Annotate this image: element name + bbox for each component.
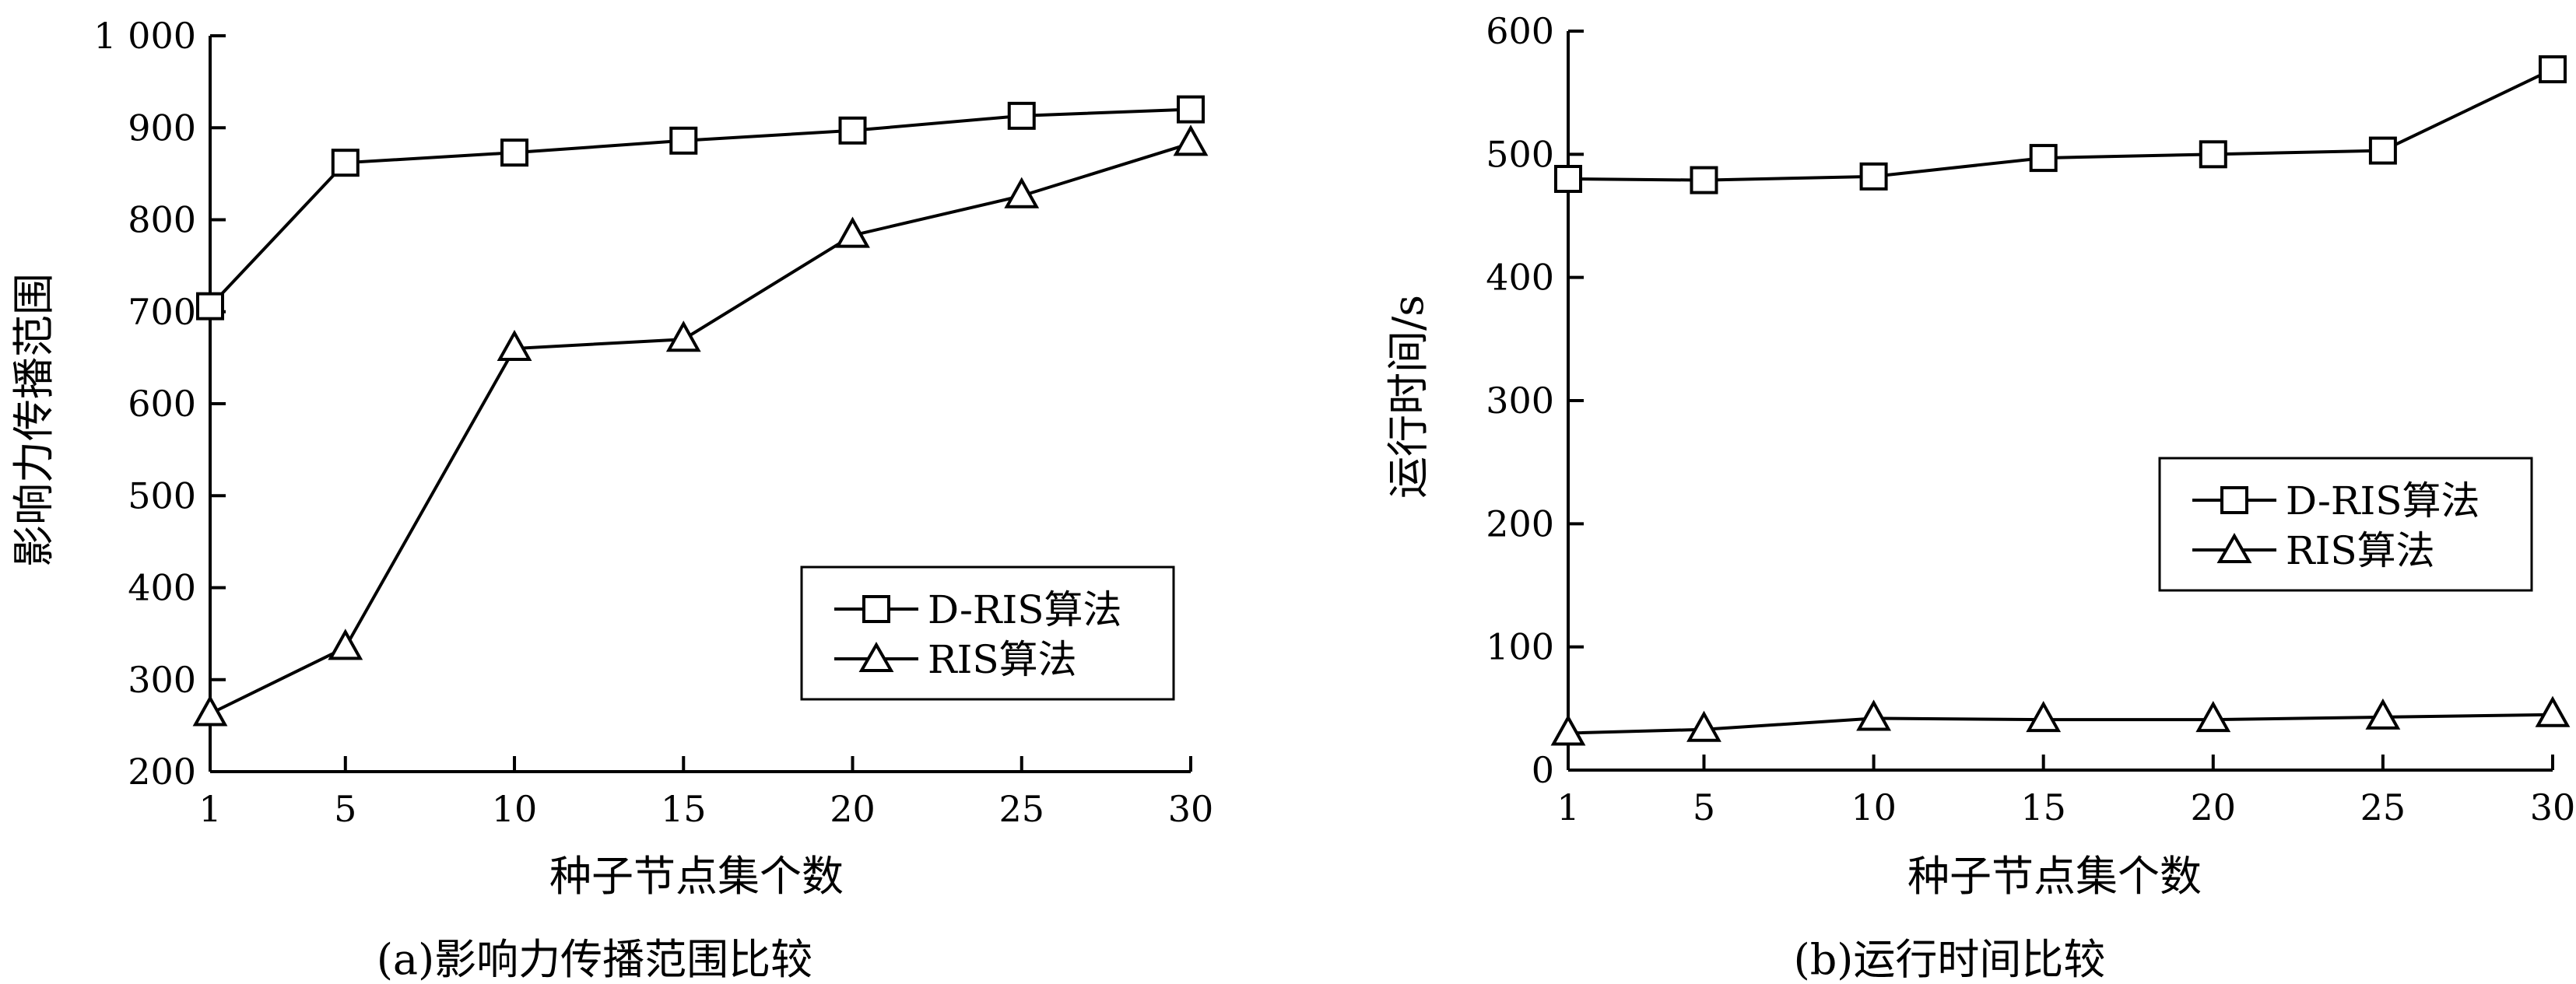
chart-b-x-tick-label: 1	[1556, 786, 1579, 828]
chart-a-point-ris	[497, 329, 532, 362]
chart-a-x-tick-label: 15	[661, 788, 707, 830]
chart-a-y-tick-label: 1 000	[93, 15, 196, 57]
chart-a-y-tick-label: 600	[128, 383, 196, 425]
chart-b-y-tick-label: 500	[1486, 133, 1554, 175]
chart-b-point-d-ris	[1690, 166, 1718, 194]
chart-b-legend-marker-square	[2220, 486, 2248, 514]
chart-a-legend-label-ris: RIS算法	[928, 637, 1077, 682]
chart-a-x-tick-label: 30	[1168, 788, 1214, 830]
chart-b-caption: (b)运行时间比较	[1794, 935, 2106, 984]
chart-b-y-axis-title: 运行时间/s	[1384, 295, 1433, 499]
chart-a-point-ris	[665, 320, 701, 352]
chart-b-legend-marker-triangle	[2216, 532, 2252, 563]
chart-a-point-d-ris	[1007, 101, 1036, 130]
chart-b-x-tick-label: 30	[2530, 786, 2576, 828]
chart-a-point-ris	[1004, 177, 1040, 208]
chart-b-y-tick-label: 600	[1486, 10, 1554, 52]
chart-a-y-axis-title: 影响力传播范围	[9, 273, 58, 567]
chart-a-x-tick-label: 1	[198, 788, 221, 830]
chart-b-point-d-ris	[1859, 162, 1888, 191]
chart-b-point-ris	[1550, 714, 1586, 746]
chart-b-legend: D-RIS算法 RIS算法	[2158, 457, 2533, 592]
chart-a-point-ris	[328, 629, 363, 660]
chart-running-time: (b)运行时间比较 种子节点集个数 运行时间/s 0 100 200 300 400 50…	[1384, 10, 2575, 984]
chart-b-x-tick-label: 5	[1693, 786, 1715, 828]
chart-a-y-tick-label: 500	[128, 474, 196, 517]
chart-a-x-tick-label: 20	[830, 788, 876, 830]
chart-b-point-d-ris	[2539, 55, 2567, 84]
chart-a-legend-marker-square	[862, 595, 890, 623]
chart-b-series-line-ris	[1567, 713, 2553, 735]
chart-a-y-tick-label: 900	[128, 107, 196, 149]
chart-b-legend-box	[2158, 457, 2533, 592]
chart-a-x-axis-title: 种子节点集个数	[549, 852, 844, 901]
chart-b-series-line-d-ris	[1567, 68, 2553, 182]
chart-b-x-axis-title: 种子节点集个数	[1907, 852, 2202, 901]
chart-b-y-tick-label: 200	[1486, 503, 1554, 545]
chart-b-y-tick-label: 300	[1486, 380, 1554, 422]
chart-a-legend-label-d-ris: D-RIS算法	[928, 587, 1122, 632]
chart-a-point-d-ris	[838, 116, 867, 145]
chart-a-y-tick-label: 200	[128, 751, 196, 793]
chart-a-x-tick-label: 10	[492, 788, 538, 830]
chart-a-point-ris	[835, 216, 870, 248]
chart-b-point-d-ris	[2368, 136, 2397, 165]
chart-b-x-tick-label: 10	[1851, 786, 1897, 828]
chart-influence-spread: (a)影响力传播范围比较 种子节点集个数 影响力传播范围 200 300 400 50…	[9, 15, 1213, 984]
chart-a-point-d-ris	[331, 149, 360, 177]
chart-b-legend-label-ris: RIS算法	[2286, 528, 2435, 573]
chart-b-x-tick-label: 15	[2020, 786, 2066, 828]
chart-a-point-d-ris	[1177, 95, 1205, 124]
chart-a-y-tick-label: 800	[128, 199, 196, 241]
chart-b-point-ris	[2026, 700, 2062, 733]
chart-a-y-tick-label: 400	[128, 567, 196, 609]
chart-b-point-ris	[2195, 700, 2231, 733]
chart-b-point-ris	[1686, 710, 1721, 742]
chart-a-legend: D-RIS算法 RIS算法	[800, 566, 1175, 701]
chart-b-point-ris	[2535, 695, 2571, 727]
chart-a-y-tick-label: 700	[128, 291, 196, 333]
chart-a-point-d-ris	[500, 138, 529, 167]
chart-b-point-ris	[1856, 699, 1891, 731]
chart-a-point-d-ris	[196, 292, 224, 320]
chart-a-series-line-d-ris	[209, 107, 1191, 308]
chart-b-point-d-ris	[2029, 144, 2058, 173]
chart-b-point-ris	[2365, 698, 2401, 730]
chart-a-x-tick-label: 5	[334, 788, 356, 830]
chart-b-y-tick-label: 100	[1486, 626, 1554, 668]
chart-a-legend-marker-triangle	[858, 641, 894, 672]
chart-b-x-tick-label: 25	[2360, 786, 2406, 828]
chart-a-x-tick-label: 25	[998, 788, 1044, 830]
chart-a-point-d-ris	[669, 126, 698, 155]
chart-a-point-ris	[1173, 124, 1209, 156]
chart-b-y-tick-label: 400	[1486, 257, 1554, 299]
chart-b-legend-label-d-ris: D-RIS算法	[2286, 478, 2480, 524]
chart-b-y-tick-label: 0	[1532, 749, 1554, 791]
chart-a-legend-box	[800, 566, 1175, 701]
chart-a-y-tick-label: 300	[128, 659, 196, 701]
chart-b-x-tick-label: 20	[2191, 786, 2237, 828]
chart-a-caption: (a)影响力传播范围比较	[377, 935, 812, 984]
chart-a-point-ris	[192, 695, 228, 727]
chart-b-point-d-ris	[1554, 165, 1582, 193]
chart-b-point-d-ris	[2199, 140, 2227, 169]
